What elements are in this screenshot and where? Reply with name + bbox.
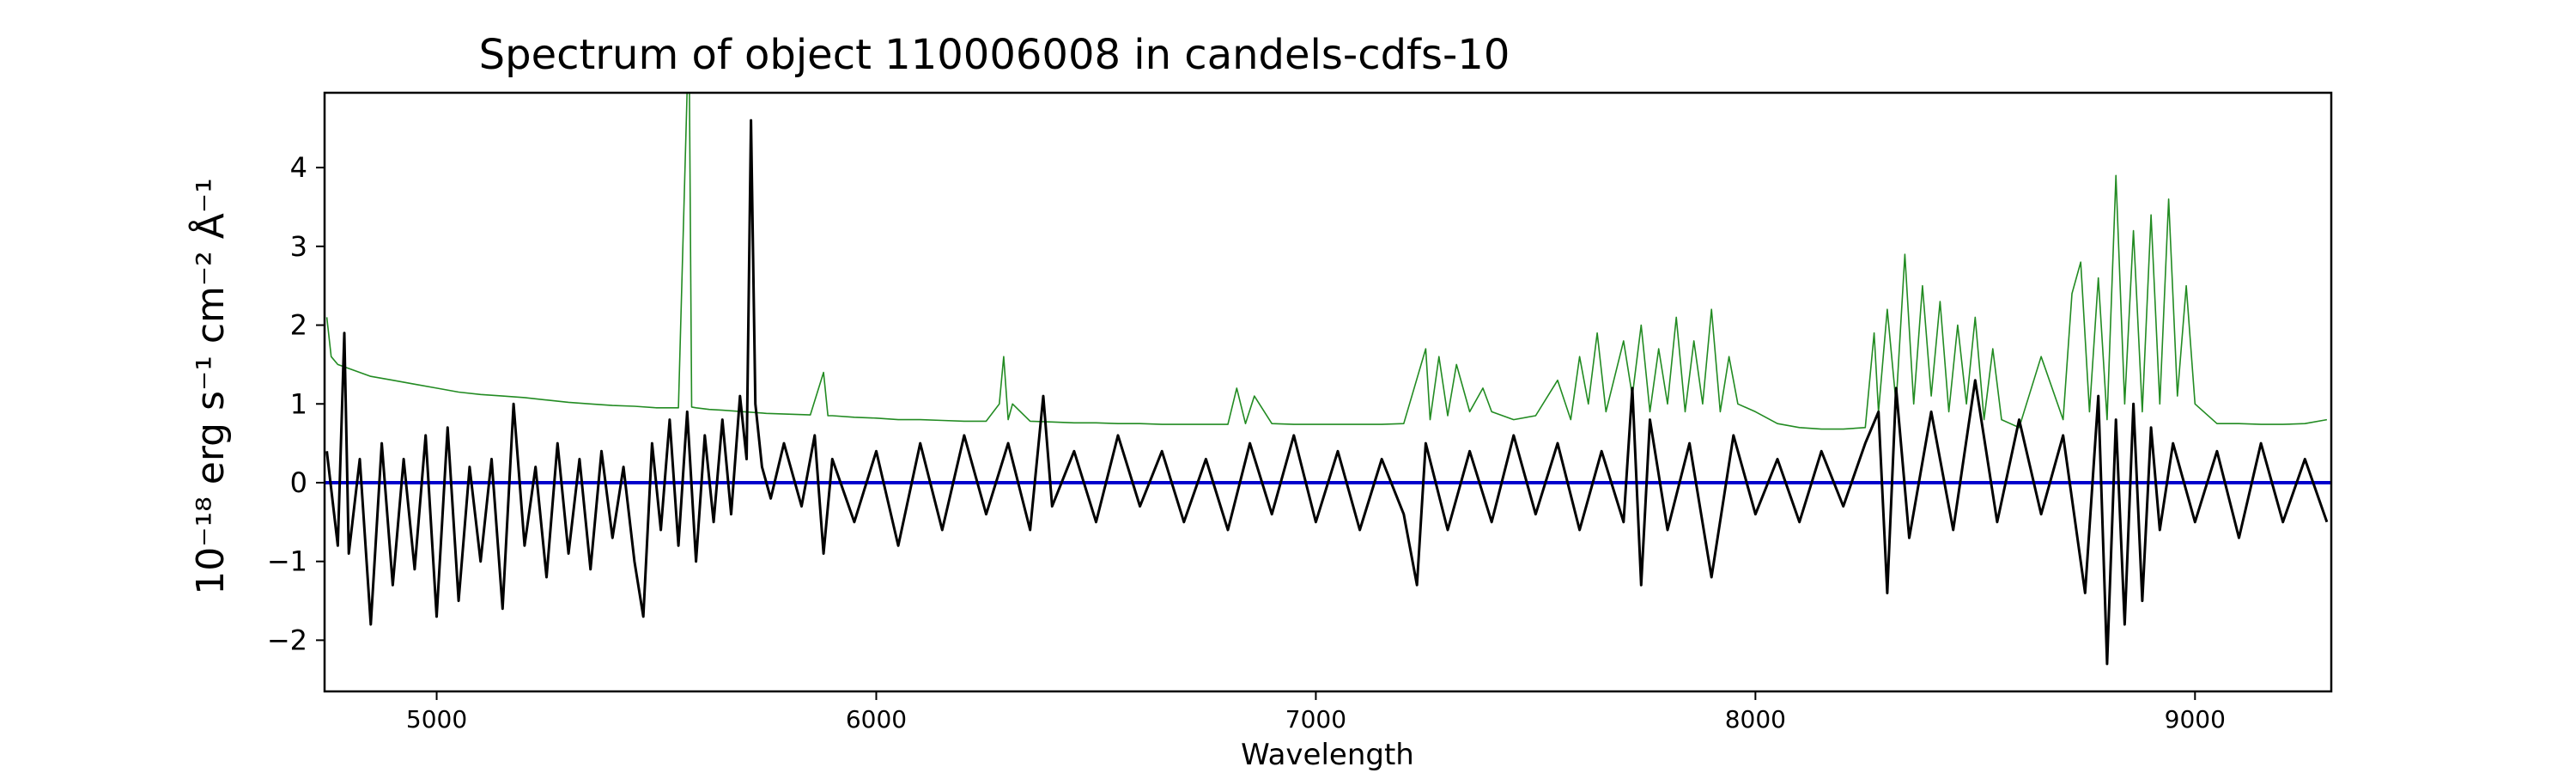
- x-tick-label: 8000: [1725, 705, 1786, 733]
- y-axis-label: 10⁻¹⁸ erg s⁻¹ cm⁻² Å⁻¹: [187, 178, 233, 594]
- chart-title: Spectrum of object 110006008 in candels-…: [479, 31, 1510, 79]
- y-tick-label: 0: [290, 466, 307, 499]
- error-series-line: [325, 93, 2328, 430]
- y-tick-label: 2: [290, 309, 307, 342]
- x-axis-label: Wavelength: [1241, 738, 1414, 772]
- plot-area: [325, 93, 2331, 666]
- y-tick-label: 3: [290, 230, 307, 263]
- x-tick-label: 6000: [846, 705, 907, 733]
- x-axis: 5000 6000 7000 8000 9000: [406, 691, 2226, 733]
- x-tick-label: 5000: [406, 705, 467, 733]
- x-tick-label: 7000: [1285, 705, 1346, 733]
- y-tick-label: 1: [290, 387, 307, 420]
- x-tick-label: 9000: [2165, 705, 2226, 733]
- y-tick-label: −2: [267, 624, 307, 656]
- y-axis: −2 −1 0 1 2 3 4: [267, 151, 325, 656]
- flux-series-line: [325, 119, 2329, 666]
- plot-frame: [323, 91, 2333, 693]
- y-tick-label: −1: [267, 545, 307, 578]
- y-tick-label: 4: [290, 151, 307, 184]
